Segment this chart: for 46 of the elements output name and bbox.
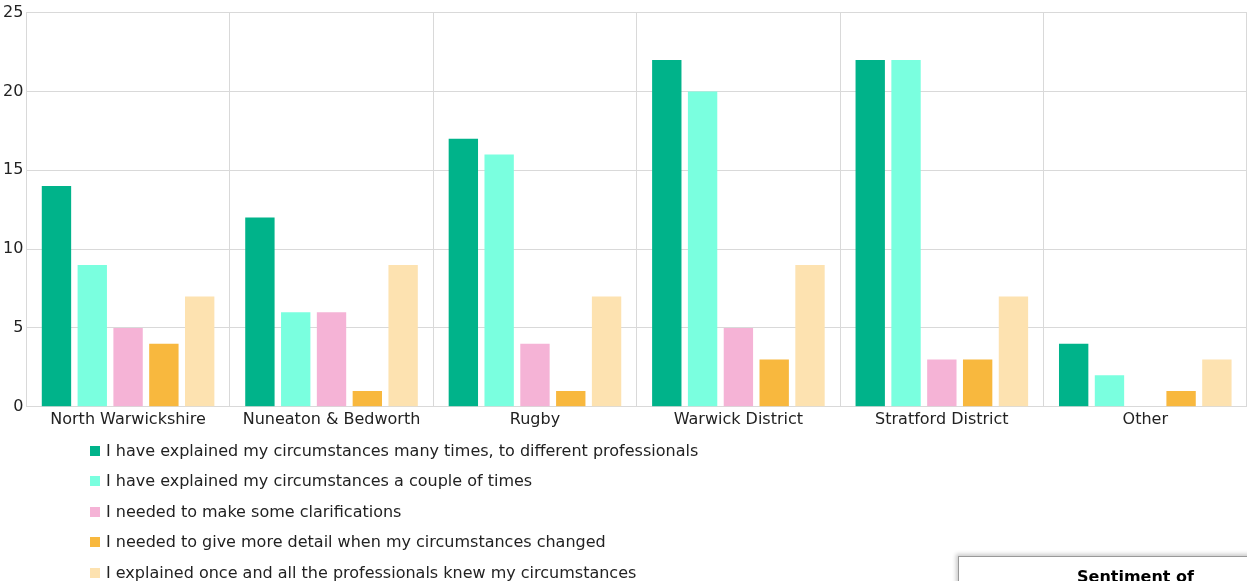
bar bbox=[998, 296, 1029, 407]
bar bbox=[927, 359, 957, 407]
y-tick-label: 5 bbox=[13, 317, 24, 337]
bar bbox=[388, 264, 418, 407]
bar bbox=[245, 217, 275, 407]
x-tick-label: North Warwickshire bbox=[50, 408, 206, 428]
x-tick-label: Rugby bbox=[509, 408, 561, 428]
bar bbox=[1058, 343, 1089, 407]
bar bbox=[723, 327, 754, 407]
y-tick-label: 20 bbox=[3, 80, 24, 100]
bar bbox=[652, 59, 682, 407]
bar bbox=[962, 359, 993, 407]
x-tick-label: Stratford District bbox=[875, 408, 1009, 428]
bar bbox=[41, 186, 72, 407]
bar bbox=[591, 296, 622, 407]
bar bbox=[795, 264, 825, 407]
x-tick-label: Warwick District bbox=[673, 408, 804, 428]
legend-label: I have explained my circumstances a couple of times bbox=[106, 471, 533, 491]
bar bbox=[556, 391, 586, 407]
bar bbox=[759, 359, 789, 407]
y-tick-label: 10 bbox=[3, 238, 24, 258]
x-tick-label: Nuneaton & Bedworth bbox=[242, 408, 421, 428]
bar bbox=[113, 327, 143, 407]
y-tick-label: 25 bbox=[3, 1, 24, 21]
bar bbox=[281, 312, 311, 407]
bar bbox=[77, 264, 107, 407]
x-tick-label: Other bbox=[1122, 408, 1169, 428]
bar bbox=[891, 59, 921, 407]
bar bbox=[352, 391, 383, 407]
bar bbox=[1094, 375, 1125, 407]
legend-label: I explained once and all the professionals knew my circumstances bbox=[106, 562, 637, 581]
bar bbox=[149, 343, 179, 407]
legend-label: I needed to make some clarifications bbox=[106, 501, 402, 521]
bar bbox=[687, 91, 718, 407]
bar bbox=[484, 154, 514, 407]
y-tick-label: 15 bbox=[3, 159, 24, 179]
legend-label: I needed to give more detail when my circumstances changed bbox=[106, 532, 606, 552]
bar bbox=[316, 312, 347, 407]
bar bbox=[855, 59, 885, 407]
bar bbox=[185, 296, 215, 407]
y-tick-label: 0 bbox=[13, 395, 24, 415]
bar bbox=[520, 343, 550, 407]
bar bbox=[1166, 391, 1196, 407]
bar bbox=[1202, 359, 1232, 407]
bar bbox=[448, 138, 479, 407]
legend-label: I have explained my circumstances many times, to different professionals bbox=[106, 441, 699, 460]
